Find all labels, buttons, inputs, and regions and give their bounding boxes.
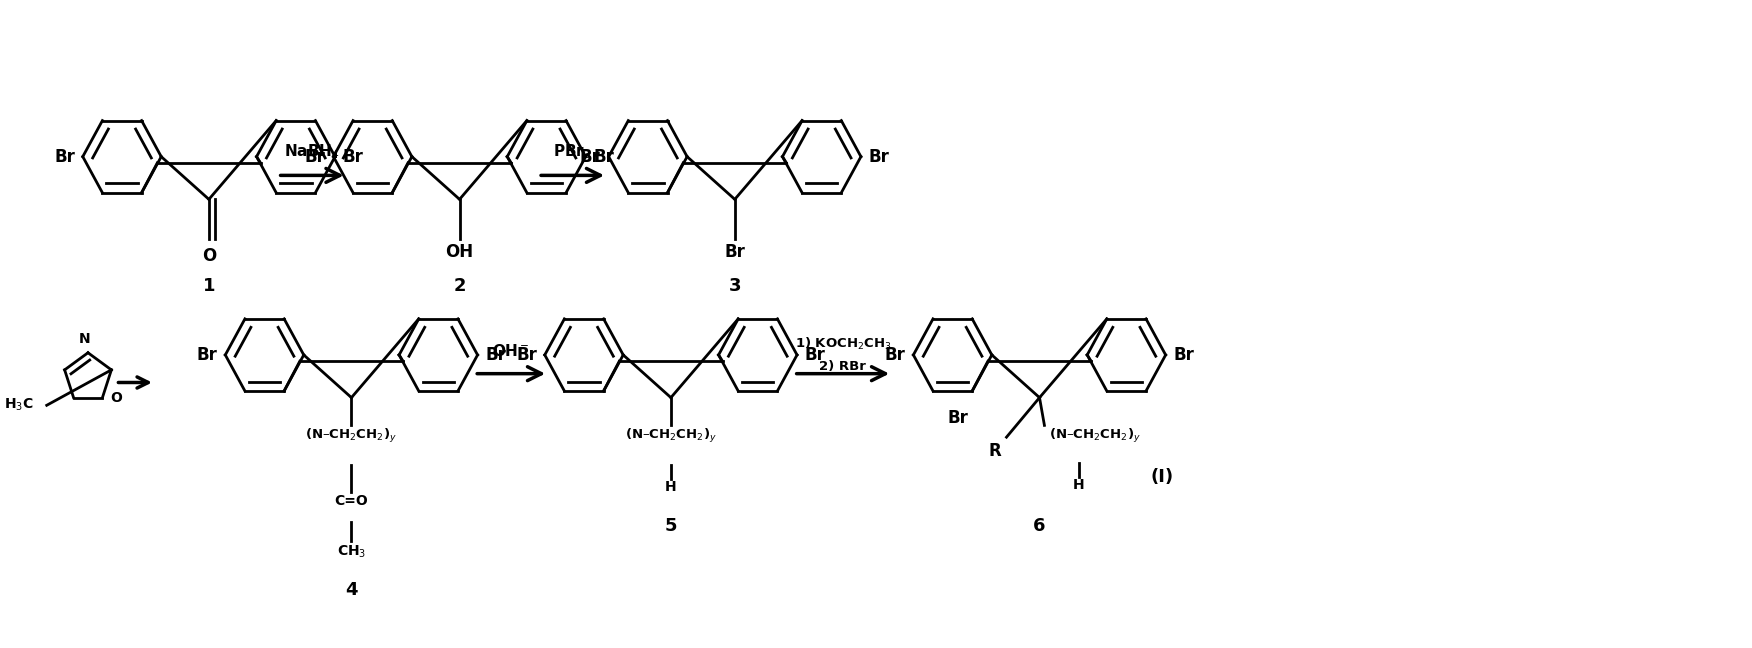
Text: Br: Br: [54, 148, 75, 166]
Text: Br: Br: [948, 410, 967, 428]
Text: (I): (I): [1151, 468, 1174, 486]
Text: O: O: [201, 247, 215, 265]
Text: PBr$_3$: PBr$_3$: [554, 142, 592, 161]
Text: 3: 3: [729, 277, 741, 295]
Text: 1) KOCH$_2$CH$_3$: 1) KOCH$_2$CH$_3$: [795, 336, 892, 352]
Text: R: R: [988, 442, 1002, 460]
Text: CH$_3$: CH$_3$: [336, 544, 366, 560]
Text: 2: 2: [454, 277, 466, 295]
Text: Br: Br: [580, 148, 601, 166]
Text: OH$^-$: OH$^-$: [492, 343, 529, 359]
Text: 2) RBr: 2) RBr: [820, 360, 865, 373]
Text: (N–CH$_2$CH$_2$)$_y$: (N–CH$_2$CH$_2$)$_y$: [305, 428, 398, 445]
Text: 5: 5: [664, 516, 678, 535]
Text: Br: Br: [343, 148, 364, 166]
Text: Br: Br: [804, 346, 825, 364]
Text: C=O: C=O: [335, 494, 368, 508]
Text: Br: Br: [594, 148, 615, 166]
Text: Br: Br: [724, 243, 745, 261]
Text: Br: Br: [485, 346, 506, 364]
Text: OH: OH: [445, 243, 473, 261]
Text: H: H: [666, 480, 676, 494]
Text: N: N: [79, 332, 89, 346]
Text: 6: 6: [1034, 516, 1046, 535]
Text: O: O: [110, 391, 123, 404]
Text: (N–CH$_2$CH$_2$)$_y$: (N–CH$_2$CH$_2$)$_y$: [625, 428, 717, 445]
Text: Br: Br: [196, 346, 217, 364]
Text: Br: Br: [1174, 346, 1195, 364]
Text: Br: Br: [305, 148, 326, 166]
Text: 4: 4: [345, 581, 357, 599]
Text: (N–CH$_2$CH$_2$)$_y$: (N–CH$_2$CH$_2$)$_y$: [1049, 428, 1141, 445]
Text: NaBH$_4$: NaBH$_4$: [284, 142, 340, 161]
Text: H$_3$C: H$_3$C: [4, 397, 33, 413]
Text: H: H: [1072, 478, 1084, 492]
Text: 1: 1: [203, 277, 215, 295]
Text: Br: Br: [869, 148, 890, 166]
Text: Br: Br: [885, 346, 906, 364]
Text: Br: Br: [517, 346, 536, 364]
